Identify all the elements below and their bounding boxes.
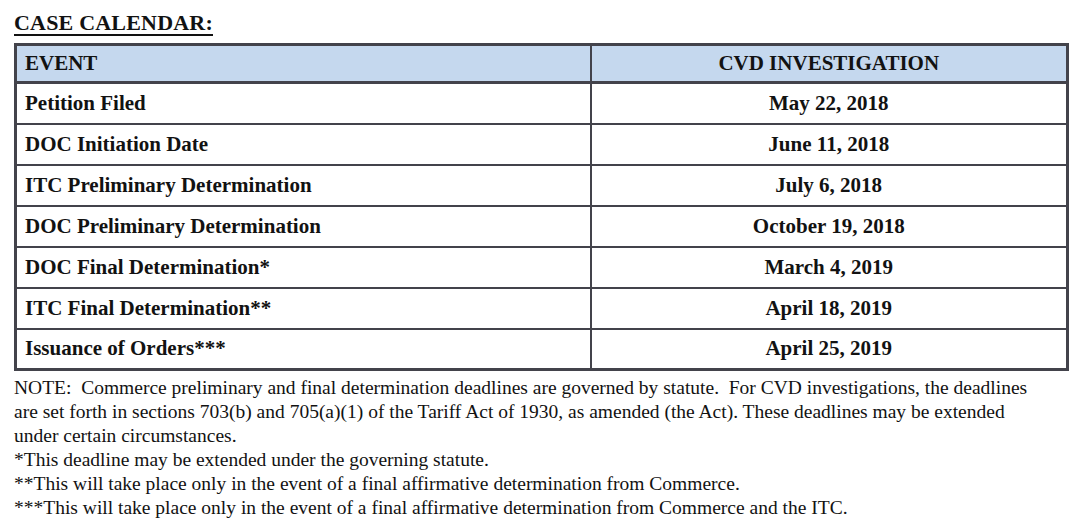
table-row: ITC Final Determination** April 18, 2019 [16, 288, 1068, 329]
column-header-event: EVENT [16, 45, 591, 83]
date-cell: March 4, 2019 [591, 247, 1068, 288]
event-cell: DOC Initiation Date [16, 124, 591, 165]
notes-section: NOTE: Commerce preliminary and final det… [14, 376, 1066, 520]
table-row: DOC Final Determination* March 4, 2019 [16, 247, 1068, 288]
footnote-double-asterisk: **This will take place only in the event… [14, 472, 1066, 496]
note-paragraph: NOTE: Commerce preliminary and final det… [14, 376, 1042, 448]
case-table-body: Petition Filed May 22, 2018 DOC Initiati… [16, 83, 1068, 370]
table-row: DOC Preliminary Determination October 19… [16, 206, 1068, 247]
page-title: CASE CALENDAR: [14, 10, 213, 36]
event-cell: Petition Filed [16, 83, 591, 124]
table-row: Petition Filed May 22, 2018 [16, 83, 1068, 124]
column-header-cvd-investigation: CVD INVESTIGATION [591, 45, 1068, 83]
footnote-single-asterisk: *This deadline may be extended under the… [14, 448, 1066, 472]
event-cell: ITC Final Determination** [16, 288, 591, 329]
event-cell: ITC Preliminary Determination [16, 165, 591, 206]
table-row: ITC Preliminary Determination July 6, 20… [16, 165, 1068, 206]
table-row: DOC Initiation Date June 11, 2018 [16, 124, 1068, 165]
event-cell: Issuance of Orders*** [16, 329, 591, 370]
event-cell: DOC Preliminary Determination [16, 206, 591, 247]
event-cell: DOC Final Determination* [16, 247, 591, 288]
date-cell: April 25, 2019 [591, 329, 1068, 370]
date-cell: July 6, 2018 [591, 165, 1068, 206]
date-cell: May 22, 2018 [591, 83, 1068, 124]
table-row: Issuance of Orders*** April 25, 2019 [16, 329, 1068, 370]
case-calendar-table: EVENT CVD INVESTIGATION Petition Filed M… [14, 43, 1069, 371]
date-cell: April 18, 2019 [591, 288, 1068, 329]
table-header-row: EVENT CVD INVESTIGATION [16, 45, 1068, 83]
footnote-triple-asterisk: ***This will take place only in the even… [14, 496, 1066, 520]
date-cell: October 19, 2018 [591, 206, 1068, 247]
date-cell: June 11, 2018 [591, 124, 1068, 165]
